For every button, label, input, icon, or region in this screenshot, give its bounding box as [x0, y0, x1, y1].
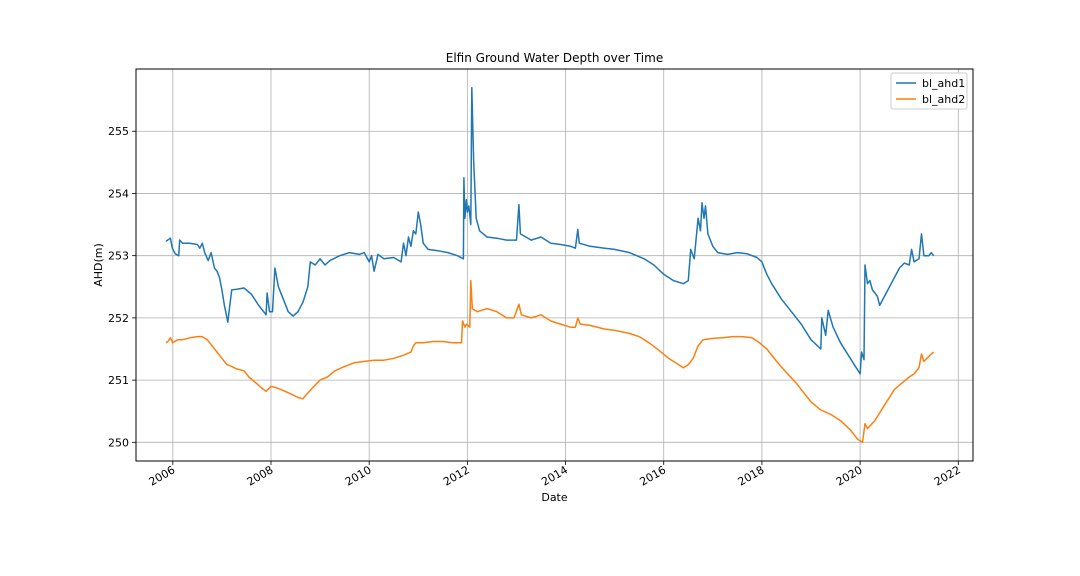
x-tick-label: 2022	[932, 463, 963, 488]
legend-label: bl_ahd2	[922, 93, 965, 106]
y-tick-label: 252	[108, 312, 129, 325]
y-tick-label: 254	[108, 187, 129, 200]
legend-box	[890, 72, 968, 110]
series-line-bl_ahd1	[165, 86, 935, 375]
x-tick-label: 2006	[147, 463, 178, 488]
legend: bl_ahd1 bl_ahd2	[890, 72, 968, 110]
y-tick-label: 250	[108, 436, 129, 449]
y-axis-label: AHD(m)	[92, 243, 105, 287]
y-axis: 250 251 252 253 254 255	[108, 125, 136, 449]
y-tick-label: 253	[108, 250, 129, 263]
x-axis-label: Date	[541, 491, 568, 504]
plot-frame	[135, 68, 974, 462]
x-axis: 2006 2008 2010 2012 2014 2016 2018 2020 2022	[147, 461, 963, 489]
chart-title: Elfin Ground Water Depth over Time	[446, 51, 663, 65]
legend-label: bl_ahd1	[922, 77, 965, 90]
x-tick-label: 2016	[637, 463, 668, 488]
series-layer	[165, 86, 935, 444]
x-tick-label: 2018	[736, 463, 767, 488]
grid	[136, 69, 973, 461]
series-line-bl_ahd2	[165, 279, 935, 444]
x-tick-label: 2012	[441, 463, 472, 488]
x-tick-label: 2010	[343, 463, 374, 488]
x-tick-label: 2020	[834, 463, 865, 488]
y-tick-label: 251	[108, 374, 129, 387]
x-tick-label: 2014	[539, 463, 570, 488]
y-tick-label: 255	[108, 125, 129, 138]
x-tick-label: 2008	[245, 463, 276, 488]
